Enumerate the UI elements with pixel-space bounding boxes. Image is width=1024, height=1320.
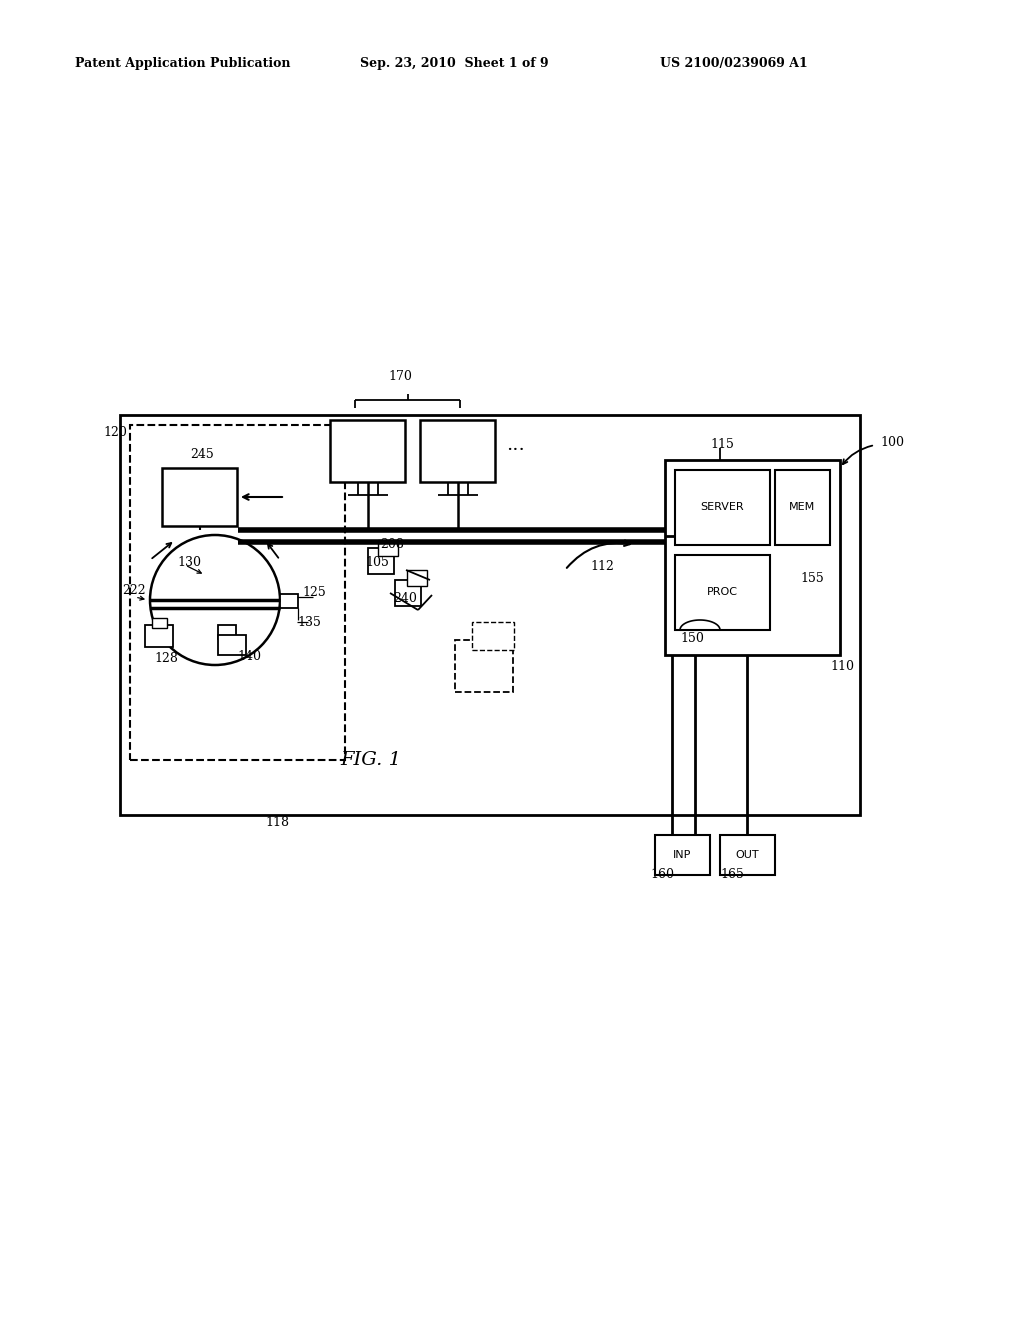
Text: OUT: OUT (735, 850, 759, 861)
Bar (775, 470, 830, 545)
Text: MEM: MEM (788, 502, 815, 512)
Text: 120: 120 (103, 426, 127, 440)
Bar (130, 425, 345, 760)
Bar (395, 579, 421, 606)
Text: Sep. 23, 2010  Sheet 1 of 9: Sep. 23, 2010 Sheet 1 of 9 (360, 57, 549, 70)
Text: 135: 135 (297, 615, 321, 628)
Bar (120, 414, 860, 814)
Text: 105: 105 (365, 557, 389, 569)
Bar (665, 459, 840, 655)
Bar (655, 836, 710, 875)
Text: ...: ... (506, 436, 524, 454)
Text: 155: 155 (800, 572, 823, 585)
Bar (218, 635, 246, 655)
Text: PROC: PROC (707, 587, 737, 597)
Bar (675, 470, 770, 545)
Text: 110: 110 (830, 660, 854, 672)
Text: 222: 222 (122, 585, 145, 598)
Bar (218, 624, 236, 639)
Bar (407, 570, 427, 586)
Bar (152, 618, 167, 628)
Text: 208: 208 (380, 539, 403, 552)
Text: 125: 125 (302, 586, 326, 599)
Text: 118: 118 (265, 816, 289, 829)
Text: US 2100/0239069 A1: US 2100/0239069 A1 (660, 57, 808, 70)
Text: 150: 150 (680, 631, 703, 644)
Text: 100: 100 (880, 436, 904, 449)
Bar (330, 420, 406, 482)
Text: INP: INP (673, 850, 691, 861)
Text: SERVER: SERVER (700, 502, 743, 512)
Bar (472, 622, 514, 649)
Text: Patent Application Publication: Patent Application Publication (75, 57, 291, 70)
Text: 140: 140 (237, 651, 261, 664)
Bar (280, 594, 298, 609)
Text: 170: 170 (388, 370, 412, 383)
Bar (675, 554, 770, 630)
Text: 112: 112 (590, 561, 613, 573)
Text: 160: 160 (650, 869, 674, 882)
Bar (145, 624, 173, 647)
Text: 130: 130 (177, 557, 201, 569)
Text: 165: 165 (720, 869, 743, 882)
Bar (378, 540, 398, 556)
Text: FIG. 1: FIG. 1 (340, 751, 401, 770)
Bar (368, 548, 394, 574)
Bar (162, 469, 237, 525)
Text: 128: 128 (154, 652, 178, 664)
Text: 115: 115 (710, 438, 734, 451)
Bar (455, 640, 513, 692)
Text: 240: 240 (393, 591, 417, 605)
Text: 245: 245 (190, 449, 214, 462)
Bar (420, 420, 495, 482)
Bar (720, 836, 775, 875)
